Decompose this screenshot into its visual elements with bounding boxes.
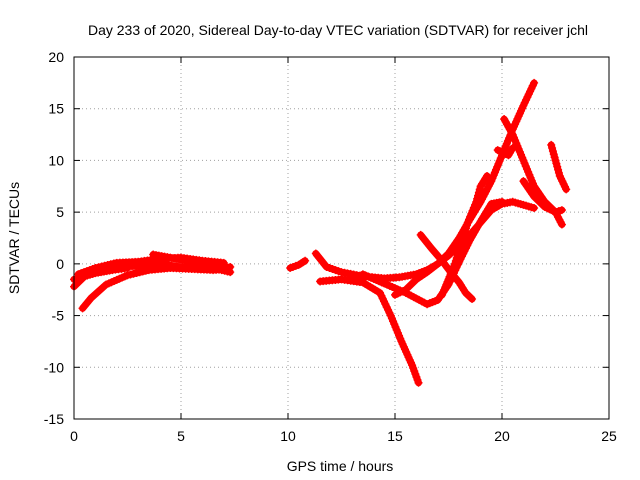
series-track-h	[316, 275, 423, 387]
data-point	[468, 295, 477, 304]
series-line	[391, 79, 538, 299]
data-point	[301, 256, 310, 265]
series-track-e	[149, 250, 235, 277]
chart-title: Day 233 of 2020, Sidereal Day-to-day VTE…	[88, 22, 588, 38]
y-tick-label: 0	[56, 256, 64, 272]
series-track-p	[493, 144, 517, 160]
series-track-n	[519, 177, 566, 229]
plot-frame	[73, 56, 610, 420]
series-track-o	[547, 140, 571, 194]
series-layer	[70, 78, 571, 387]
x-tick-label: 25	[601, 428, 617, 444]
x-tick-label: 5	[177, 428, 185, 444]
data-point	[530, 204, 539, 213]
y-axis-label: SDTVAR / TECUs	[6, 182, 22, 294]
data-point	[557, 206, 566, 215]
data-point	[562, 185, 571, 194]
tick-layer: 0 5 10 15 20 25 -15 -10 -5 0 5 10 15 20	[44, 49, 617, 444]
x-tick-label: 10	[280, 428, 296, 444]
series-track-j	[391, 78, 539, 299]
x-tick-label: 20	[494, 428, 510, 444]
x-tick-label: 0	[70, 428, 78, 444]
data-point	[508, 144, 517, 153]
x-tick-label: 15	[387, 428, 403, 444]
series-track-f	[286, 256, 310, 272]
y-tick-label: 5	[56, 204, 64, 220]
y-tick-label: 20	[48, 49, 64, 65]
data-point	[483, 171, 492, 180]
x-axis-label: GPS time / hours	[287, 458, 394, 474]
y-tick-label: 15	[48, 101, 64, 117]
data-point	[498, 197, 506, 206]
y-tick-label: -5	[52, 308, 65, 324]
y-tick-label: 10	[48, 152, 64, 168]
data-point	[226, 268, 235, 277]
data-point	[219, 258, 228, 267]
y-tick-label: -10	[44, 359, 64, 375]
grid-layer	[74, 57, 609, 419]
data-point	[557, 220, 566, 229]
series-track-l	[438, 171, 492, 299]
y-tick-label: -15	[44, 411, 64, 427]
data-point	[414, 378, 423, 387]
data-point	[530, 78, 539, 87]
data-point	[123, 263, 132, 272]
